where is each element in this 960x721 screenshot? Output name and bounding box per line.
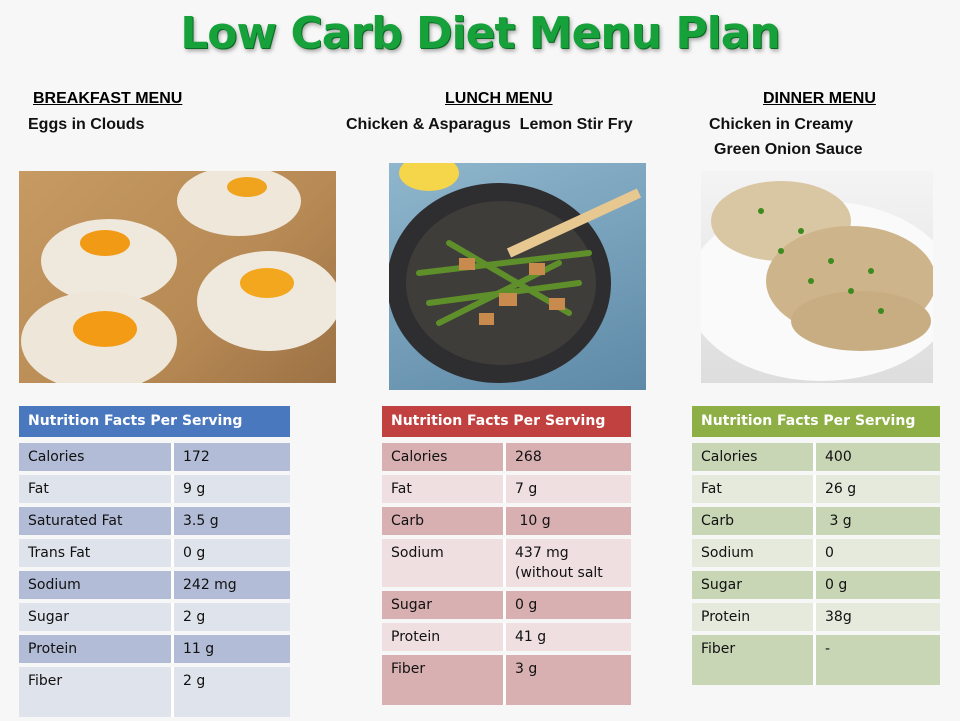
nutrient-label: Sodium bbox=[19, 571, 174, 599]
table-row: Fat 26 g bbox=[692, 475, 940, 503]
table-row: Saturated Fat 3.5 g bbox=[19, 507, 290, 535]
table-header: Nutrition Facts Per Serving bbox=[382, 406, 631, 437]
dinner-nutrition-table: Nutrition Facts Per Serving Calories 400 F… bbox=[692, 406, 940, 689]
table-row: Sugar 0 g bbox=[692, 571, 940, 599]
nutrient-label: Sugar bbox=[19, 603, 174, 631]
table-row: Sodium 242 mg bbox=[19, 571, 290, 599]
nutrient-label: Calories bbox=[382, 443, 506, 471]
nutrient-value: 437 mg (without salt bbox=[506, 539, 631, 587]
nutrient-label: Sugar bbox=[382, 591, 506, 619]
nutrient-value: 242 mg bbox=[174, 571, 290, 599]
nutrient-value: 26 g bbox=[816, 475, 940, 503]
nutrient-value: 11 g bbox=[174, 635, 290, 663]
nutrient-value: 7 g bbox=[506, 475, 631, 503]
nutrient-value: 172 bbox=[174, 443, 290, 471]
table-row: Fat 9 g bbox=[19, 475, 290, 503]
nutrient-label: Carb bbox=[692, 507, 816, 535]
breakfast-nutrition-table: Nutrition Facts Per Serving Calories 172 F… bbox=[19, 406, 290, 721]
nutrient-value: 0 bbox=[816, 539, 940, 567]
nutrient-value: - bbox=[816, 635, 940, 685]
nutrient-label: Sugar bbox=[692, 571, 816, 599]
stir-fry-pan-photo bbox=[389, 163, 646, 390]
nutrient-label: Carb bbox=[382, 507, 506, 535]
nutrient-value: 3.5 g bbox=[174, 507, 290, 535]
table-row: Calories 172 bbox=[19, 443, 290, 471]
lunch-dish: Chicken & Asparagus Lemon Stir Fry bbox=[346, 116, 633, 133]
table-row: Trans Fat 0 g bbox=[19, 539, 290, 567]
table-row: Protein 38g bbox=[692, 603, 940, 631]
table-row: Fiber 2 g bbox=[19, 667, 290, 717]
breakfast-heading: BREAKFAST MENU bbox=[33, 90, 183, 107]
table-row: Sugar 2 g bbox=[19, 603, 290, 631]
table-header: Nutrition Facts Per Serving bbox=[692, 406, 940, 437]
table-row: Protein 11 g bbox=[19, 635, 290, 663]
nutrient-value: 0 g bbox=[174, 539, 290, 567]
nutrient-label: Trans Fat bbox=[19, 539, 174, 567]
dinner-heading: DINNER MENU bbox=[763, 90, 876, 107]
table-row: Fiber - bbox=[692, 635, 940, 685]
nutrient-value: 0 g bbox=[816, 571, 940, 599]
dinner-dish-line1: Chicken in Creamy bbox=[709, 116, 854, 133]
nutrient-value: 3 g bbox=[506, 655, 631, 705]
nutrient-label: Fat bbox=[19, 475, 174, 503]
table-row: Calories 400 bbox=[692, 443, 940, 471]
nutrient-label: Calories bbox=[19, 443, 174, 471]
table-row: Fat 7 g bbox=[382, 475, 631, 503]
nutrient-label: Saturated Fat bbox=[19, 507, 174, 535]
nutrient-value: 2 g bbox=[174, 667, 290, 717]
nutrient-label: Protein bbox=[382, 623, 506, 651]
nutrient-value: 400 bbox=[816, 443, 940, 471]
eggs-in-clouds-photo bbox=[19, 171, 336, 383]
table-header: Nutrition Facts Per Serving bbox=[19, 406, 290, 437]
nutrient-label: Calories bbox=[692, 443, 816, 471]
table-row: Protein 41 g bbox=[382, 623, 631, 651]
nutrient-value: 38g bbox=[816, 603, 940, 631]
nutrient-value: 2 g bbox=[174, 603, 290, 631]
nutrient-value: 41 g bbox=[506, 623, 631, 651]
table-row: Sodium 0 bbox=[692, 539, 940, 567]
page-title: Low Carb Diet Menu Plan bbox=[180, 8, 780, 59]
lunch-nutrition-table: Nutrition Facts Per Serving Calories 268 F… bbox=[382, 406, 631, 709]
nutrient-value: 9 g bbox=[174, 475, 290, 503]
table-row: Carb 3 g bbox=[692, 507, 940, 535]
table-row: Sugar 0 g bbox=[382, 591, 631, 619]
chicken-cream-sauce-photo bbox=[701, 171, 933, 383]
nutrient-value: 268 bbox=[506, 443, 631, 471]
dinner-dish: Chicken in Creamy Green Onion Sauce bbox=[709, 112, 862, 162]
nutrient-label: Sodium bbox=[382, 539, 506, 587]
nutrient-label: Fiber bbox=[19, 667, 174, 717]
table-row: Fiber 3 g bbox=[382, 655, 631, 705]
nutrient-label: Fat bbox=[382, 475, 506, 503]
nutrient-label: Sodium bbox=[692, 539, 816, 567]
nutrient-label: Fat bbox=[692, 475, 816, 503]
nutrient-label: Fiber bbox=[692, 635, 816, 685]
nutrient-value: 0 g bbox=[506, 591, 631, 619]
table-row: Sodium 437 mg (without salt bbox=[382, 539, 631, 587]
dinner-dish-line2: Green Onion Sauce bbox=[714, 141, 863, 158]
lunch-heading: LUNCH MENU bbox=[445, 90, 553, 107]
table-row: Calories 268 bbox=[382, 443, 631, 471]
nutrient-label: Protein bbox=[19, 635, 174, 663]
table-row: Carb 10 g bbox=[382, 507, 631, 535]
breakfast-dish: Eggs in Clouds bbox=[28, 116, 145, 133]
nutrient-label: Fiber bbox=[382, 655, 506, 705]
nutrient-value: 3 g bbox=[816, 507, 940, 535]
nutrient-label: Protein bbox=[692, 603, 816, 631]
nutrient-value: 10 g bbox=[506, 507, 631, 535]
